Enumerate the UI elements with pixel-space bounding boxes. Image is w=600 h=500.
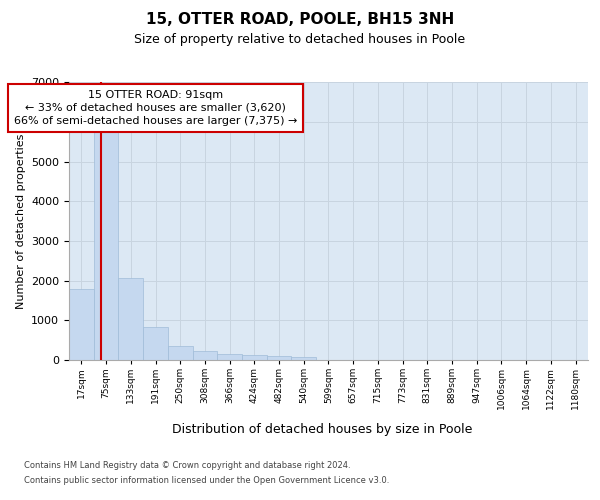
Text: Distribution of detached houses by size in Poole: Distribution of detached houses by size … [172, 422, 473, 436]
Bar [168, 346, 193, 360]
Bar [242, 355, 267, 360]
Bar [292, 357, 316, 360]
Y-axis label: Number of detached properties: Number of detached properties [16, 134, 26, 309]
Text: 15, OTTER ROAD, POOLE, BH15 3NH: 15, OTTER ROAD, POOLE, BH15 3NH [146, 12, 454, 28]
Bar [94, 132, 118, 360]
Bar [217, 354, 242, 360]
Bar [69, 290, 94, 360]
Text: Contains public sector information licensed under the Open Government Licence v3: Contains public sector information licen… [24, 476, 389, 485]
Bar [118, 278, 143, 360]
Text: Contains HM Land Registry data © Crown copyright and database right 2024.: Contains HM Land Registry data © Crown c… [24, 461, 350, 470]
Bar [267, 356, 292, 360]
Text: Size of property relative to detached houses in Poole: Size of property relative to detached ho… [134, 32, 466, 46]
Text: 15 OTTER ROAD: 91sqm
← 33% of detached houses are smaller (3,620)
66% of semi-de: 15 OTTER ROAD: 91sqm ← 33% of detached h… [14, 90, 297, 126]
Bar [193, 351, 217, 360]
Bar [143, 328, 168, 360]
